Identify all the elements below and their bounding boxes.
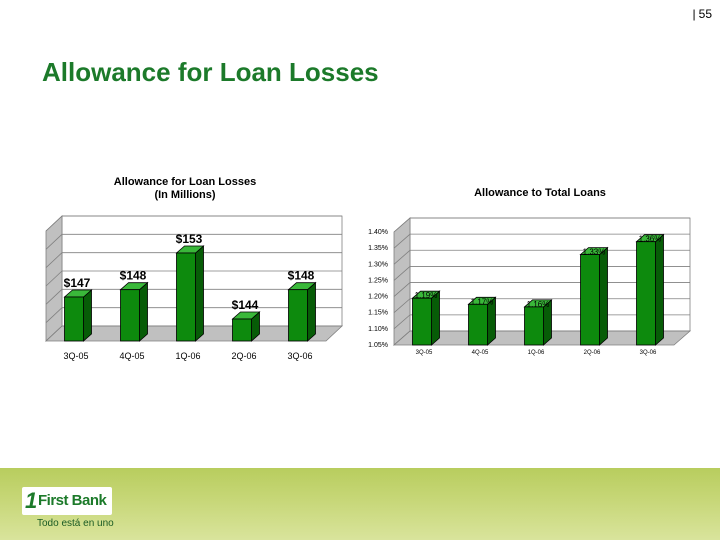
data-label: 1.36% xyxy=(639,235,662,244)
page-number: | 55 xyxy=(693,7,712,21)
gridline xyxy=(45,215,342,232)
page-title: Allowance for Loan Losses xyxy=(42,57,379,87)
x-tick-label: 2Q-06 xyxy=(231,351,256,361)
x-tick-label: 4Q-05 xyxy=(472,350,489,356)
footer-tagline: Todo está en uno xyxy=(37,518,114,529)
bar xyxy=(288,289,308,342)
bar xyxy=(64,296,84,342)
bar-side xyxy=(655,233,664,346)
y-tick-label: 1.40% xyxy=(368,229,388,236)
chart1-title-line-0: Allowance for Loan Losses xyxy=(113,176,257,188)
x-tick-label: 2Q-06 xyxy=(584,350,601,356)
chart1-title-line-1: (In Millions) xyxy=(154,189,216,201)
data-label: $148 xyxy=(120,269,147,283)
gridline xyxy=(393,217,690,233)
bar xyxy=(120,289,140,342)
bar xyxy=(636,241,656,346)
x-tick-label: 1Q-06 xyxy=(528,350,545,356)
page-number-value: 55 xyxy=(698,7,712,21)
data-label: $148 xyxy=(288,269,315,283)
bar xyxy=(232,318,252,342)
y-tick-label: 1.35% xyxy=(368,245,388,252)
data-label: $144 xyxy=(232,298,259,312)
y-tick-label: 1.05% xyxy=(368,342,388,349)
y-tick-label: 1.30% xyxy=(368,261,388,268)
bar xyxy=(580,254,600,346)
logo-number: 1 xyxy=(25,488,38,513)
data-label: $147 xyxy=(64,276,91,290)
data-label: 1.16% xyxy=(527,300,550,309)
firstbank-logo: 1 First Bank xyxy=(22,487,112,515)
chart2-title-line-0: Allowance to Total Loans xyxy=(474,187,606,199)
x-tick-label: 1Q-06 xyxy=(175,351,200,361)
logo-text: First Bank xyxy=(38,492,107,509)
gridline xyxy=(45,288,342,305)
y-tick-label: 1.25% xyxy=(368,277,388,284)
bar xyxy=(176,252,196,342)
bar xyxy=(468,303,488,346)
gridline xyxy=(393,233,690,249)
x-tick-label: 4Q-05 xyxy=(119,351,144,361)
x-tick-label: 3Q-05 xyxy=(416,350,433,356)
data-label: $153 xyxy=(176,232,203,246)
data-label: 1.19% xyxy=(415,291,438,300)
page-number-separator: | xyxy=(692,7,696,21)
x-tick-label: 3Q-06 xyxy=(640,350,657,356)
x-tick-label: 3Q-05 xyxy=(63,351,88,361)
gridline xyxy=(45,233,342,250)
gridline xyxy=(45,270,342,287)
chart2-title: Allowance to Total Loans xyxy=(440,187,640,200)
bar xyxy=(412,297,432,346)
x-tick-label: 3Q-06 xyxy=(287,351,312,361)
y-tick-label: 1.20% xyxy=(368,294,388,301)
bar xyxy=(524,306,544,346)
chart1-title: Allowance for Loan Losses (In Millions) xyxy=(95,176,275,202)
gridline xyxy=(45,252,342,268)
y-tick-label: 1.15% xyxy=(368,310,388,317)
gridline xyxy=(45,307,342,323)
data-label: 1.33% xyxy=(583,248,606,257)
bar-side xyxy=(599,246,608,346)
footer-band xyxy=(0,468,720,540)
data-label: 1.17% xyxy=(471,297,494,306)
side-wall xyxy=(393,217,411,346)
y-tick-label: 1.10% xyxy=(368,326,388,333)
